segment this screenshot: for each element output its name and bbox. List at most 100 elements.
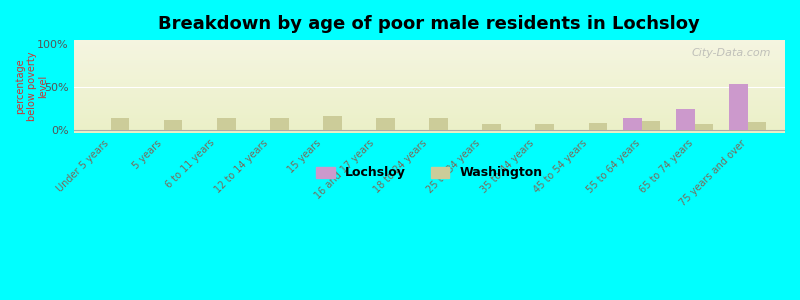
Bar <box>74 103 785 104</box>
Bar <box>74 118 785 119</box>
Bar <box>74 46 785 47</box>
Bar <box>535 124 554 130</box>
Bar <box>74 107 785 108</box>
Bar <box>74 123 785 124</box>
Bar <box>74 129 785 130</box>
Bar <box>74 89 785 90</box>
Bar <box>74 95 785 96</box>
Title: Breakdown by age of poor male residents in Lochsloy: Breakdown by age of poor male residents … <box>158 15 700 33</box>
Bar <box>74 94 785 95</box>
Bar <box>74 82 785 83</box>
Bar <box>74 55 785 56</box>
Bar <box>74 102 785 103</box>
Bar <box>74 49 785 50</box>
Bar <box>74 61 785 62</box>
Bar <box>74 74 785 75</box>
Bar <box>74 67 785 68</box>
Bar <box>74 130 785 131</box>
Bar <box>74 50 785 51</box>
Bar <box>642 121 660 130</box>
Bar <box>74 114 785 116</box>
Bar <box>74 66 785 67</box>
Bar <box>74 81 785 82</box>
Bar <box>482 124 501 130</box>
Bar <box>74 132 785 133</box>
Bar <box>74 97 785 98</box>
Bar <box>623 118 642 130</box>
Bar <box>74 76 785 77</box>
Bar <box>74 43 785 44</box>
Bar <box>74 65 785 66</box>
Bar <box>74 96 785 97</box>
Bar <box>676 109 694 130</box>
Bar <box>74 80 785 81</box>
Bar <box>74 56 785 57</box>
Bar <box>74 44 785 45</box>
Bar <box>74 126 785 127</box>
Bar <box>74 84 785 85</box>
Bar <box>74 131 785 132</box>
Bar <box>376 118 395 130</box>
Bar <box>74 64 785 65</box>
Bar <box>74 83 785 84</box>
Bar <box>74 106 785 107</box>
Bar <box>74 117 785 118</box>
Bar <box>74 47 785 49</box>
Bar <box>74 53 785 54</box>
Bar <box>74 72 785 73</box>
Bar <box>74 99 785 100</box>
Bar <box>74 85 785 87</box>
Text: City-Data.com: City-Data.com <box>691 47 770 58</box>
Bar <box>74 68 785 69</box>
Bar <box>74 91 785 92</box>
Bar <box>74 108 785 109</box>
Bar <box>74 98 785 99</box>
Bar <box>270 118 289 130</box>
Bar <box>430 118 448 130</box>
Bar <box>74 60 785 61</box>
Bar <box>111 118 130 130</box>
Bar <box>74 62 785 63</box>
Y-axis label: percentage
below poverty
level: percentage below poverty level <box>15 52 48 121</box>
Bar <box>74 100 785 101</box>
Bar <box>74 113 785 114</box>
Bar <box>74 58 785 59</box>
Bar <box>74 93 785 94</box>
Legend: Lochsloy, Washington: Lochsloy, Washington <box>311 161 547 184</box>
Bar <box>74 104 785 105</box>
Bar <box>74 71 785 72</box>
Bar <box>164 120 182 130</box>
Bar <box>74 52 785 53</box>
Bar <box>74 90 785 91</box>
Bar <box>74 73 785 74</box>
Bar <box>74 112 785 113</box>
Bar <box>74 78 785 79</box>
Bar <box>74 122 785 123</box>
Bar <box>74 79 785 80</box>
Bar <box>74 75 785 76</box>
Bar <box>74 128 785 129</box>
Bar <box>74 45 785 46</box>
Bar <box>748 122 766 130</box>
Bar <box>694 124 714 130</box>
Bar <box>74 41 785 42</box>
Bar <box>74 121 785 122</box>
Bar <box>74 85 785 86</box>
Bar <box>74 100 785 101</box>
Bar <box>74 70 785 71</box>
Bar <box>74 63 785 64</box>
Bar <box>74 105 785 106</box>
Bar <box>74 101 785 102</box>
Bar <box>74 54 785 55</box>
Bar <box>74 69 785 70</box>
Bar <box>74 127 785 128</box>
Bar <box>730 84 748 130</box>
Bar <box>74 119 785 120</box>
Bar <box>217 118 235 130</box>
Bar <box>74 40 785 41</box>
Bar <box>74 42 785 43</box>
Bar <box>74 59 785 60</box>
Bar <box>74 120 785 121</box>
Bar <box>74 116 785 117</box>
Bar <box>74 57 785 58</box>
